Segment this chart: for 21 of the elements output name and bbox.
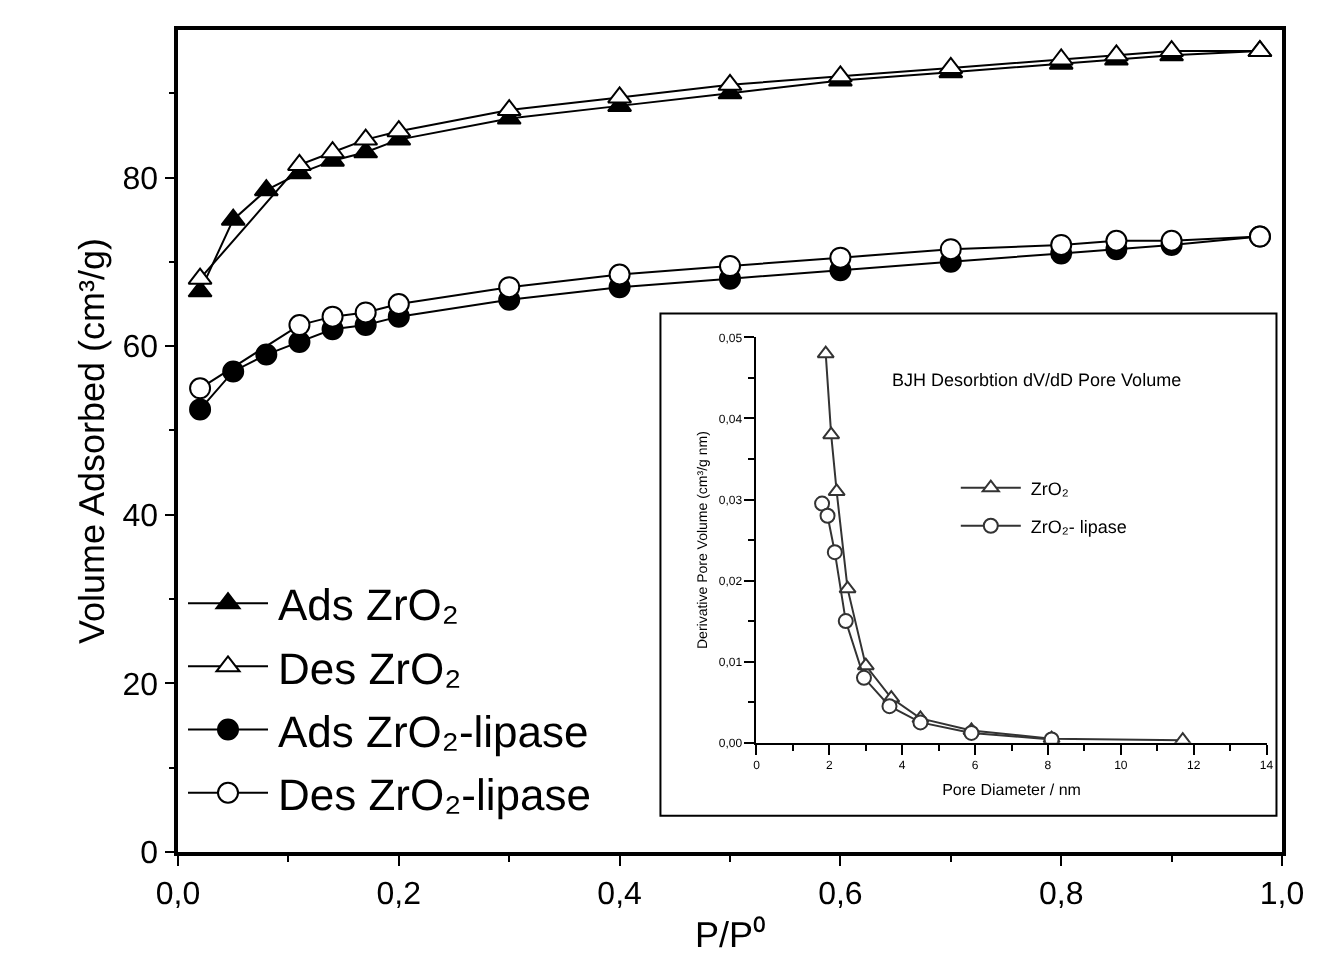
y-tick-label: 0 [140,837,159,872]
legend-label: ZrO₂ [1030,478,1070,499]
x-axis-title: Pore Diameter / nm [942,781,1082,800]
x-tick-label: 0,2 [376,877,422,912]
text: BJH Desorbtion dV/dD Pore Volume [892,370,1182,390]
legend-label: Des ZrO₂ [278,643,462,694]
x-tick-label: 0,4 [597,877,643,912]
y-axis-title: Volume Adsorbed (cm³/g) [71,237,112,645]
y-tick-label: 40 [122,499,159,534]
x-tick-label: 0,6 [818,877,863,912]
y-tick-label: 60 [122,331,159,366]
legend-label: Ads ZrO₂ [278,580,459,631]
y-tick-label: 80 [122,162,159,197]
legend-label: Ads ZrO₂-lipase [278,706,589,757]
y-tick-label: 20 [122,668,159,703]
x-tick-label: 0,0 [155,877,201,912]
legend-label: Des ZrO₂-lipase [278,769,591,820]
x-tick-label: 0,8 [1038,877,1084,912]
x-axis-title: P/P⁰ [694,915,766,956]
legend-label: ZrO₂- lipase [1030,516,1127,537]
x-tick-label: 1,0 [1259,877,1305,912]
